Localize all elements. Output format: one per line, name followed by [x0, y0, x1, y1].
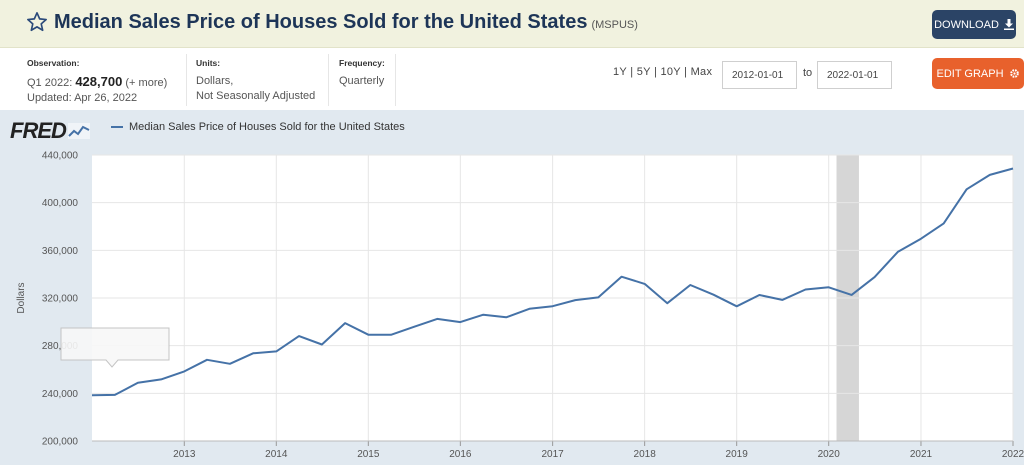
observation-value: 428,700	[75, 73, 123, 89]
fred-logo-chart-icon	[67, 123, 90, 139]
page-title: Median Sales Price of Houses Sold for th…	[54, 11, 638, 34]
observation-block: Observation: Q1 2022: 428,700 (+ more) U…	[27, 56, 167, 107]
x-tick-label: 2021	[910, 449, 933, 460]
title-bar: Median Sales Price of Houses Sold for th…	[0, 0, 1024, 48]
fred-logo-text: FRED	[10, 118, 67, 143]
chart-legend: Median Sales Price of Houses Sold for th…	[111, 121, 405, 133]
gear-icon	[1009, 69, 1019, 78]
x-tick-label: 2018	[634, 449, 657, 460]
units-block: Units: Dollars, Not Seasonally Adjusted	[196, 56, 315, 105]
edit-graph-button[interactable]: EDIT GRAPH	[932, 58, 1024, 89]
divider	[395, 54, 396, 106]
x-tick-label: 2019	[726, 449, 749, 460]
units-line1: Dollars,	[196, 74, 234, 87]
y-tick-label: 400,000	[42, 198, 79, 209]
download-button[interactable]: DOWNLOAD	[932, 10, 1016, 39]
download-label: DOWNLOAD	[934, 18, 999, 31]
legend-label: Median Sales Price of Houses Sold for th…	[129, 121, 405, 133]
x-tick-label: 2020	[818, 449, 841, 460]
x-tick-label: 2017	[542, 449, 565, 460]
end-date-input[interactable]	[817, 61, 892, 89]
divider	[186, 54, 187, 106]
y-tick-label: 360,000	[42, 246, 79, 257]
star-icon[interactable]	[26, 11, 48, 33]
units-label: Units:	[196, 58, 221, 68]
y-tick-label: 280,000	[42, 341, 79, 352]
x-tick-label: 2013	[173, 449, 196, 460]
y-tick-label: 320,000	[42, 294, 79, 305]
observation-period: Q1 2022:	[27, 76, 73, 89]
y-tick-label: 240,000	[42, 389, 79, 400]
frequency-block: Frequency: Quarterly	[339, 56, 385, 89]
observation-more-link[interactable]: (+ more)	[125, 76, 168, 89]
legend-swatch	[111, 126, 123, 128]
frequency-label: Frequency:	[339, 58, 385, 68]
chart-panel: FRED Median Sales Price of Houses Sold f…	[0, 110, 1024, 465]
x-tick-label: 2015	[357, 449, 380, 460]
series-id: (MSPUS)	[591, 19, 638, 31]
edit-graph-label: EDIT GRAPH	[936, 67, 1004, 80]
updated-date: Updated: Apr 26, 2022	[27, 92, 138, 104]
x-tick-label: 2022	[1002, 449, 1024, 460]
to-label: to	[803, 67, 813, 79]
download-icon	[1003, 19, 1014, 30]
y-axis-title: Dollars	[16, 282, 27, 313]
x-tick-label: 2014	[265, 449, 288, 460]
start-date-input[interactable]	[722, 61, 797, 89]
chart-plot[interactable]: 200,000 240,000 280,000 320,000 360,000 400,0…	[0, 110, 1024, 465]
y-tick-label: 200,000	[42, 437, 79, 448]
page-title-text: Median Sales Price of Houses Sold for th…	[54, 11, 588, 33]
divider	[328, 54, 329, 106]
frequency-value: Quarterly	[339, 74, 385, 87]
tooltip-box	[60, 327, 170, 368]
units-line2: Not Seasonally Adjusted	[196, 90, 316, 102]
x-tick-label: 2016	[449, 449, 472, 460]
y-tick-label: 440,000	[42, 151, 79, 162]
range-links[interactable]: 1Y | 5Y | 10Y | Max	[613, 66, 713, 78]
fred-logo: FRED	[10, 118, 90, 144]
observation-label: Observation:	[27, 58, 80, 68]
observation-line: Q1 2022: 428,700 (+ more)	[27, 74, 167, 92]
series-line	[91, 167, 1014, 397]
